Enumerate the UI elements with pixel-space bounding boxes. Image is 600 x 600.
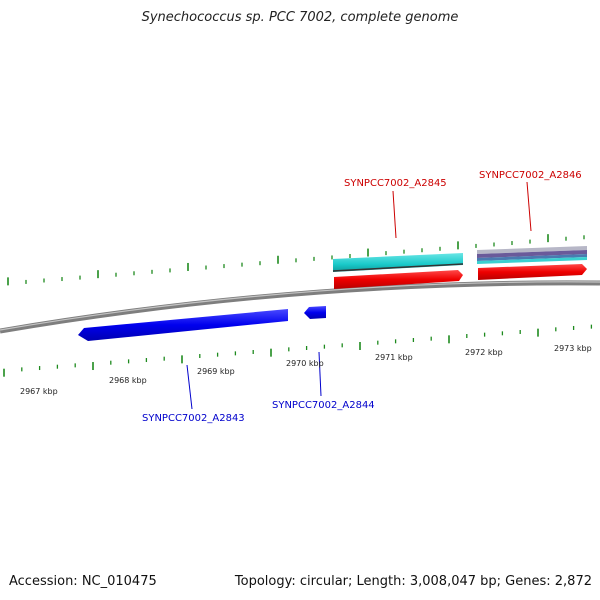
scale-label-2973: 2973 kbp xyxy=(554,344,592,353)
tick-marks-inner xyxy=(3,324,593,377)
gene-label-a2846: SYNPCC7002_A2846 xyxy=(479,170,582,181)
gene-arrow-a2845 xyxy=(334,270,463,289)
scale-label-2972: 2972 kbp xyxy=(465,348,503,357)
scale-label-2971: 2971 kbp xyxy=(375,353,413,362)
gene-label-a2844: SYNPCC7002_A2844 xyxy=(272,400,375,411)
label-line-a2844 xyxy=(318,351,322,397)
footer-accession: Accession: NC_010475 xyxy=(9,574,157,589)
gene-arrow-a2846 xyxy=(478,264,587,280)
tick-marks-outer xyxy=(7,234,585,286)
footer-summary: Topology: circular; Length: 3,008,047 bp… xyxy=(234,574,592,589)
gene-label-a2845: SYNPCC7002_A2845 xyxy=(344,178,447,189)
cds-band-a2845 xyxy=(333,253,463,272)
genome-backbone xyxy=(0,280,600,334)
scale-label-2970: 2970 kbp xyxy=(286,359,324,368)
scale-label-2968: 2968 kbp xyxy=(109,376,147,385)
label-line-a2845 xyxy=(392,190,397,239)
scale-label-2967: 2967 kbp xyxy=(20,387,58,396)
gene-label-a2843: SYNPCC7002_A2843 xyxy=(142,413,245,424)
map-title: Synechococcus sp. PCC 7002, complete gen… xyxy=(141,10,459,25)
gene-arrow-a2843 xyxy=(78,309,288,341)
multi-feature-band-a2846 xyxy=(477,246,587,264)
scale-label-2969: 2969 kbp xyxy=(197,367,235,376)
gene-arrow-a2844 xyxy=(304,306,326,319)
label-line-a2846 xyxy=(526,181,532,232)
label-line-a2843 xyxy=(186,364,193,410)
